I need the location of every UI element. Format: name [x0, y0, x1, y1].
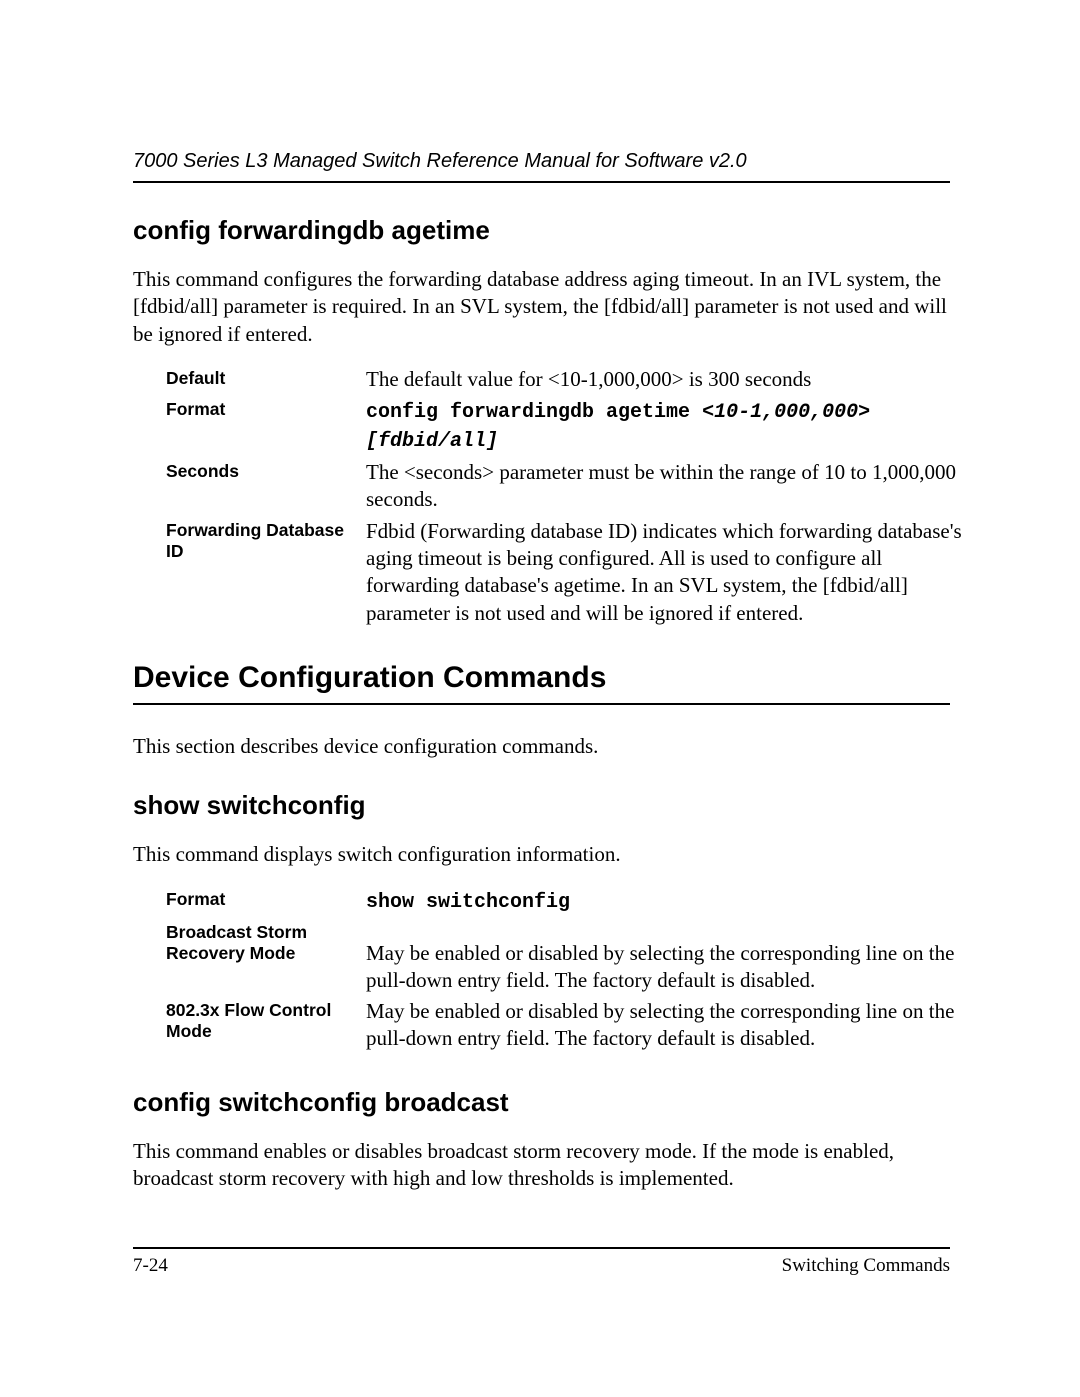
def-value: May be enabled or disabled by selecting … [366, 998, 983, 1053]
section-heading-config-switchconfig-broadcast: config switchconfig broadcast [133, 1087, 950, 1118]
command-text: show switchconfig [366, 891, 570, 914]
command-text: config forwardingdb agetime [366, 401, 702, 424]
def-row: Seconds The <seconds> parameter must be … [166, 459, 983, 514]
section3-description: This command displays switch configurati… [133, 841, 950, 868]
def-value: Fdbid (Forwarding database ID) indicates… [366, 518, 983, 627]
def-label: Seconds [166, 459, 366, 482]
section-rule [133, 703, 950, 705]
section3-definition-list: Format show switchconfig Broadcast Storm… [166, 887, 983, 1053]
def-label: 802.3x Flow Control Mode [166, 998, 366, 1042]
def-row: Broadcast Storm Recovery Mode May be ena… [166, 920, 983, 995]
page-content: 7000 Series L3 Managed Switch Reference … [0, 0, 1080, 1192]
def-row: Format config forwardingdb agetime <10-1… [166, 397, 983, 455]
page-footer: 7-24 Switching Commands [133, 1247, 950, 1277]
def-label: Format [166, 887, 366, 910]
def-label: Forwarding Database ID [166, 518, 366, 562]
def-value: The default value for <10-1,000,000> is … [366, 366, 983, 393]
def-label: Default [166, 366, 366, 389]
header-rule [133, 181, 950, 183]
running-header: 7000 Series L3 Managed Switch Reference … [133, 150, 950, 173]
section-heading-config-forwardingdb: config forwardingdb agetime [133, 215, 950, 246]
chapter-name: Switching Commands [782, 1255, 950, 1277]
def-value: config forwardingdb agetime <10-1,000,00… [366, 397, 983, 455]
command-arg: <10-1,000,000> [702, 401, 870, 424]
section1-definition-list: Default The default value for <10-1,000,… [166, 366, 983, 627]
def-label: Broadcast Storm Recovery Mode [166, 920, 366, 964]
footer-rule [133, 1247, 950, 1249]
command-arg: [fdbid/all] [366, 430, 498, 453]
def-value: May be enabled or disabled by selecting … [366, 920, 983, 995]
section2-description: This section describes device configurat… [133, 733, 950, 760]
section-heading-device-config: Device Configuration Commands [133, 661, 950, 695]
def-row: Default The default value for <10-1,000,… [166, 366, 983, 393]
page-number: 7-24 [133, 1255, 168, 1277]
def-value: The <seconds> parameter must be within t… [366, 459, 983, 514]
section1-description: This command configures the forwarding d… [133, 266, 950, 348]
def-row: Forwarding Database ID Fdbid (Forwarding… [166, 518, 983, 627]
def-row: 802.3x Flow Control Mode May be enabled … [166, 998, 983, 1053]
def-value: show switchconfig [366, 887, 983, 916]
section-heading-show-switchconfig: show switchconfig [133, 790, 950, 821]
def-label: Format [166, 397, 366, 420]
footer-row: 7-24 Switching Commands [133, 1255, 950, 1277]
def-row: Format show switchconfig [166, 887, 983, 916]
section4-description: This command enables or disables broadca… [133, 1138, 950, 1193]
